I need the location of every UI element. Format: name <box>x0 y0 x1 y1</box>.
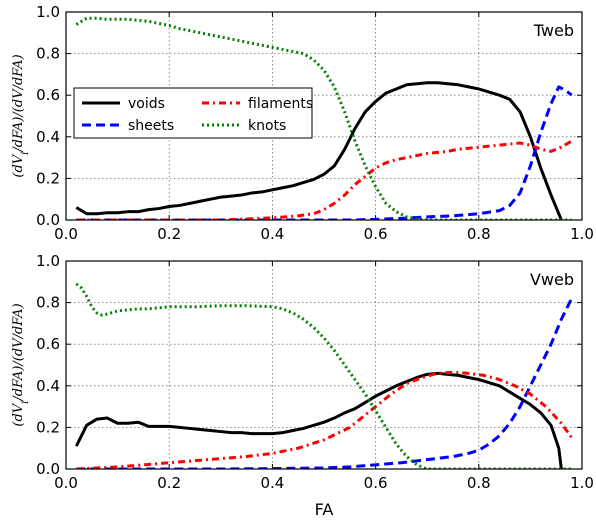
x-tick-label: 0.2 <box>157 474 181 492</box>
series-line-filaments <box>76 370 573 469</box>
x-tick-label: 0.8 <box>467 225 491 243</box>
y-tick-label: 1.0 <box>36 252 60 270</box>
x-tick-label: 0.4 <box>260 474 284 492</box>
x-tick-label: 0.0 <box>54 474 78 492</box>
series-line-voids <box>74 371 563 469</box>
x-tick-label: 1.0 <box>570 474 594 492</box>
legend: voids filaments sheets knots <box>73 87 313 139</box>
series-line-knots <box>75 282 572 469</box>
y-tick-label: 0.4 <box>36 128 60 146</box>
x-tick-label: 1.0 <box>570 225 594 243</box>
plot-frame <box>65 11 583 221</box>
y-axis-label: (dVi/dFA)/(dV/dFA) <box>11 54 31 177</box>
y-tick-label: 0.6 <box>36 86 60 104</box>
y-tick-label: 0.2 <box>36 169 60 187</box>
x-tick-label: 0.4 <box>260 225 284 243</box>
y-tick-label: 0.0 <box>36 460 60 478</box>
x-tick-label: 0.6 <box>364 225 388 243</box>
plot-frame <box>65 260 583 470</box>
legend-label-knots: knots <box>248 118 286 134</box>
panel-vweb: 0.00.0 0.2 0.2 0.4 0.4 0.6 0.6 0.8 0.8 1.0 1.0 Vweb… <box>11 252 594 519</box>
legend-label-filaments: filaments <box>248 96 313 112</box>
y-tick-label: 0.6 <box>36 335 60 353</box>
panel-tweb: 0.00.0 0.2 0.2 0.4 0.4 0.6 0.6 0.8 0.8 1.0 1.0 Tweb… <box>11 3 594 243</box>
y-tick-label: 0.8 <box>36 45 60 63</box>
y-tick-label: 0.0 <box>36 211 60 229</box>
y-tick-label: 0.8 <box>36 294 60 312</box>
x-tick-label: 0.2 <box>157 225 181 243</box>
series-line-knots <box>75 16 572 220</box>
series-line-filaments <box>76 139 573 220</box>
x-tick-label: 0.6 <box>364 474 388 492</box>
series-line-sheets <box>76 85 573 220</box>
x-tick-label: 0.8 <box>467 474 491 492</box>
y-axis-label: (dVi/dFA)/(dV/dFA) <box>11 303 31 426</box>
y-tick-label: 0.4 <box>36 377 60 395</box>
y-tick-label: 1.0 <box>36 3 60 21</box>
series-line-voids <box>75 81 563 220</box>
legend-label-sheets: sheets <box>128 118 174 134</box>
panel-title: Vweb <box>530 270 574 289</box>
x-axis-label: FA <box>315 500 334 519</box>
x-tick-label: 0.0 <box>54 225 78 243</box>
legend-label-voids: voids <box>128 96 165 112</box>
panel-title: Tweb <box>533 21 574 40</box>
y-tick-label: 0.2 <box>36 418 60 436</box>
